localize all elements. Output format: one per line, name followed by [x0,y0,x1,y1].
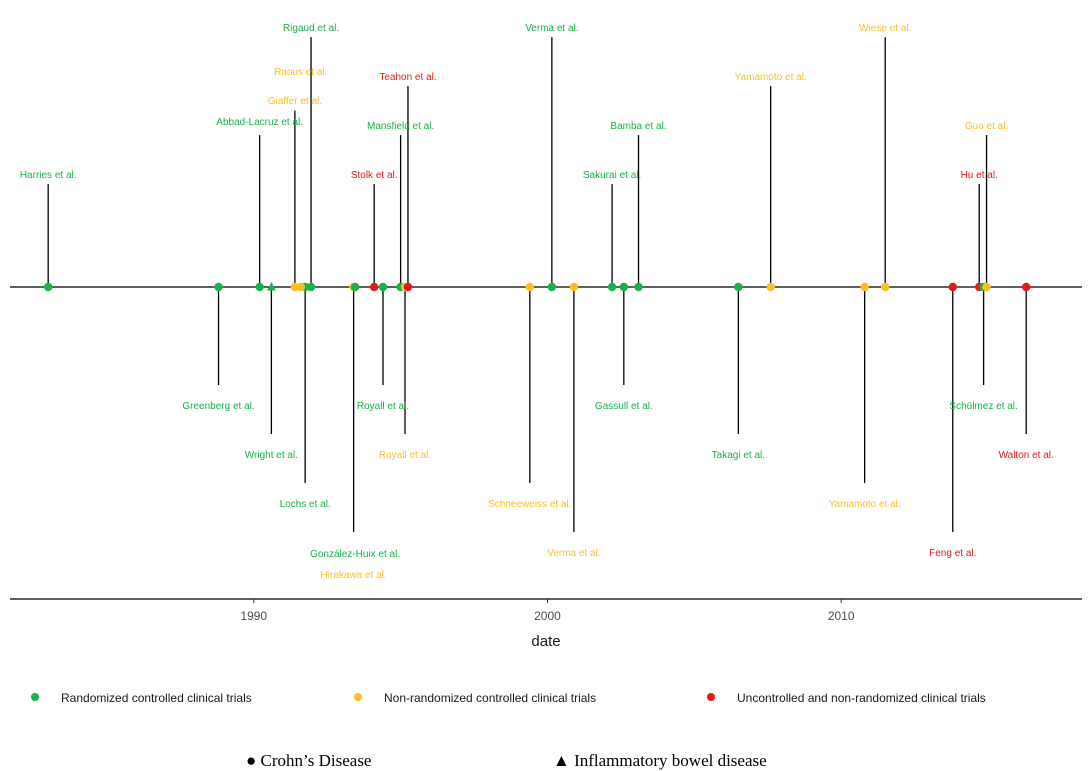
legend-label-rct: Randomized controlled clinical trials [61,691,252,705]
event-marker [547,282,557,292]
event-marker [860,282,869,292]
event-stems [47,37,1027,532]
event-marker [734,282,743,292]
event-label: Feng et al. [929,548,976,559]
event-marker [982,282,991,292]
event-label: Harries et al. [20,170,77,181]
event-label: Walton et al. [999,450,1054,461]
event-marker [569,282,579,292]
event-marker [266,282,276,291]
x-axis-tick-label: 1990 [240,609,267,623]
event-label: Raous et al. [274,67,327,78]
event-marker [378,282,388,292]
event-marker [634,282,643,292]
event-label: Verma et al. [547,548,600,559]
event-label: Lochs et al. [280,499,331,510]
event-label: Wiese et al. [859,23,911,34]
event-label: Wright et al. [245,450,298,461]
event-label: Greenberg et al. [182,401,254,412]
event-marker [525,282,535,292]
x-axis-tick-label: 2000 [534,609,561,623]
event-marker [881,282,890,292]
event-label: Abbad-Lacruz et al. [216,117,303,128]
event-label: Gassull et al. [595,401,653,412]
event-label: Stolk et al. [351,170,398,181]
legend-label-uncontrolled: Uncontrolled and non-randomized clinical… [737,691,986,705]
inflammatory-bowel-disease-legend: ▲ Inflammatory bowel disease [553,751,767,770]
event-marker [306,282,316,292]
event-marker [403,282,413,292]
event-label: Bamba et al. [610,121,666,132]
event-label: González-Huix et al. [310,549,400,560]
event-labels: Harries et al. Greenberg et al. Abbad-Lacr… [20,23,1054,581]
event-label: Hu et al. [961,170,998,181]
event-label: Mansfield et al. [367,121,434,132]
event-marker [766,282,775,292]
event-label: Schülmez et al. [949,401,1017,412]
event-marker [296,282,305,292]
event-marker [619,282,629,292]
legend-label-nrct: Non-randomized controlled clinical trial… [384,691,596,705]
event-marker [350,282,360,292]
legend-key-uncontrolled [707,693,715,701]
crohns-disease-legend: ● Crohn’s Disease [246,751,371,770]
event-marker [43,282,53,292]
event-label: Yamamoto et al. [829,499,901,510]
x-axis-title: date [531,633,560,650]
event-marker [369,282,379,292]
event-label: Rigaud et al. [283,23,339,34]
event-label: Giaffer et al. [268,96,322,107]
x-axis-tick-label: 2010 [828,609,855,623]
event-label: Royall et al. [379,450,431,461]
event-label: Sakurai et al. [583,170,641,181]
event-label: Guo et al. [965,121,1008,132]
event-label: Takagi et al. [712,450,765,461]
event-marker [214,282,223,292]
event-label: Teahon et al. [379,72,436,83]
event-label: Hirakawa et al. [321,570,387,581]
event-label: Yamamoto et al. [735,72,807,83]
event-markers [43,282,1031,292]
event-label: Schneeweiss et al. [488,499,571,510]
event-marker [948,282,957,292]
x-axis-ticks: 1990 2000 2010 [240,599,855,623]
legend-key-nrct [354,693,362,701]
event-label: Royall et al. [357,401,409,412]
event-marker [290,282,300,292]
event-marker [1021,282,1031,292]
event-marker [255,282,264,292]
event-marker [607,282,617,292]
legend-key-rct [31,693,39,701]
category-legend: Randomized controlled clinical trials Non… [31,691,986,705]
event-label: Verma et al. [525,23,578,34]
